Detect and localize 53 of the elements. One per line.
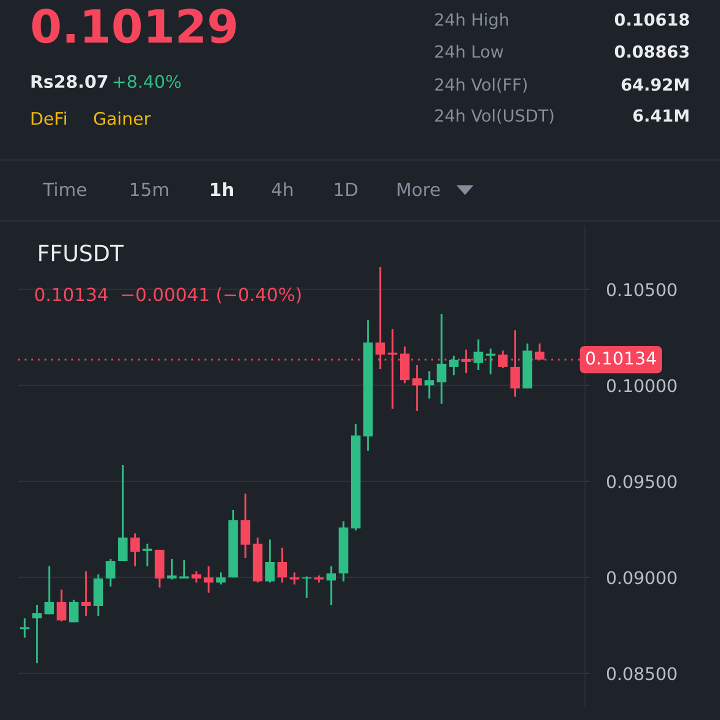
text: 24h Vol(USDT): [435, 108, 554, 124]
candlestick: [326, 565, 336, 606]
candlestick: [142, 542, 152, 568]
candlestick: [265, 538, 275, 584]
candlestick: [216, 571, 226, 586]
candlestick: [167, 558, 177, 580]
y-tick-label: 0.09000: [606, 571, 676, 584]
chart-title: 0.10129: [32, 8, 236, 44]
text: 4h: [272, 182, 292, 196]
candlestick: [192, 570, 202, 584]
y-tick-label: 0.10500: [606, 283, 676, 296]
ref-line-label: 0.10134: [586, 352, 656, 365]
candlestick: [44, 565, 54, 616]
candlestick: [412, 364, 422, 412]
candlestick: [179, 559, 189, 580]
text: 1D: [334, 182, 358, 196]
candlestick: [424, 370, 434, 400]
candlestick: [290, 571, 300, 586]
text: 24h Low: [435, 44, 504, 58]
candlestick: [69, 598, 79, 624]
candlestick: [436, 313, 446, 405]
text: 6.41M: [633, 109, 688, 122]
text: 1h: [211, 182, 234, 196]
text: More: [398, 182, 440, 196]
y-tick-label: 0.10000: [606, 379, 676, 392]
candlestick: [498, 350, 508, 369]
text: 15m: [130, 182, 168, 196]
text: 0.08863: [614, 45, 689, 58]
candlestick: [118, 464, 128, 562]
text: DeFi: [32, 112, 66, 126]
text: Time: [42, 182, 86, 196]
text: 0.10618: [614, 13, 689, 26]
candlestick: [130, 532, 140, 568]
text: Gainer: [94, 112, 151, 126]
text: FFUSDT: [39, 244, 124, 262]
candlestick: [388, 328, 398, 410]
text: 24h Vol(FF): [435, 78, 527, 93]
candlestick: [449, 354, 459, 376]
candlestick: [56, 588, 66, 622]
candlestick: [486, 348, 496, 376]
candlestick: [106, 558, 116, 588]
text: 64.92M: [622, 78, 688, 91]
annotation: 0.10134 −0.00041 (−0.40%): [35, 287, 301, 304]
text: 24h High: [435, 12, 508, 30]
y-tick-label: 0.08500: [606, 667, 676, 680]
candlestick: [204, 565, 214, 594]
candlestick: [81, 570, 91, 618]
candlestick: [277, 546, 287, 584]
y-tick-label: 0.09500: [606, 475, 676, 488]
candlestick: [474, 338, 484, 371]
text: Rs28.07: [32, 74, 108, 88]
text: +8.40%: [114, 74, 181, 88]
candlestick: [32, 604, 42, 664]
